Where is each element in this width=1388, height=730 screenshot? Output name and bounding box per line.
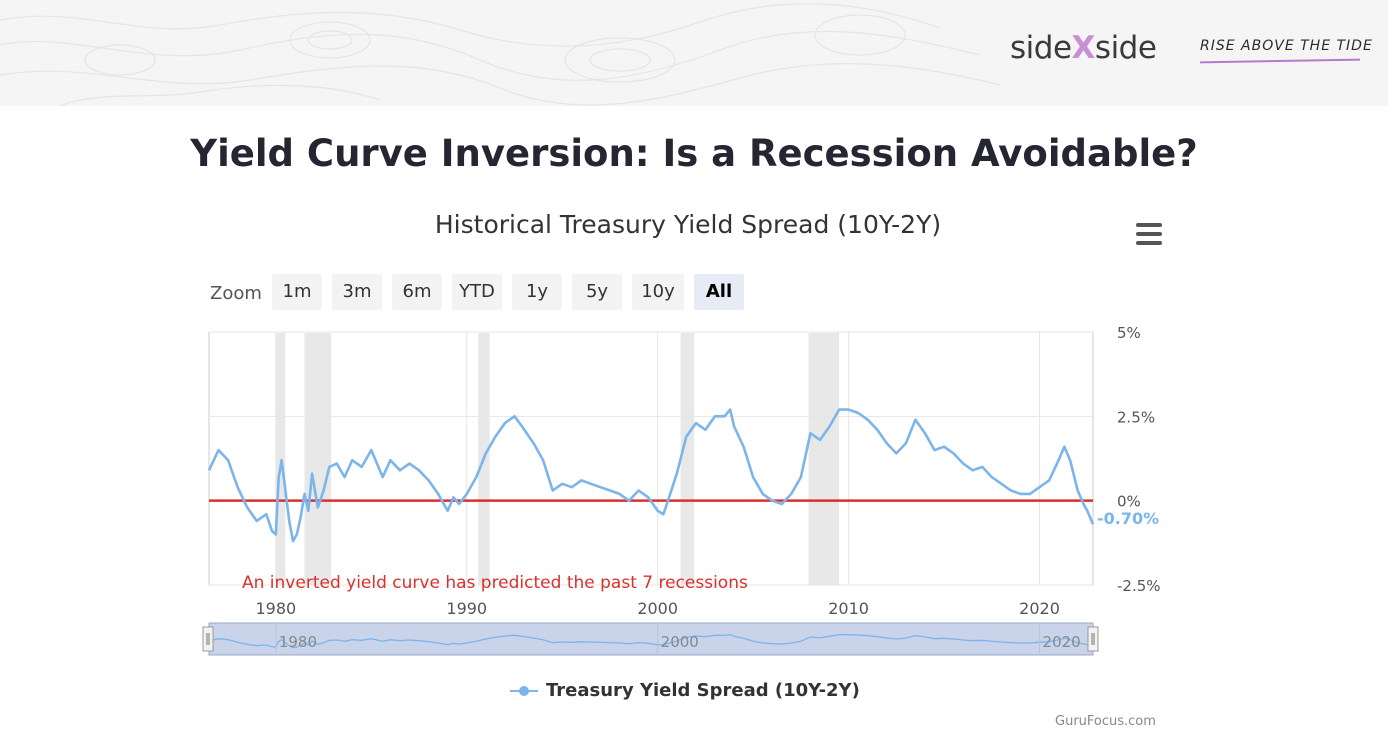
plot-frame <box>208 331 1094 586</box>
page-headline: Yield Curve Inversion: Is a Recession Av… <box>190 132 1198 175</box>
navigator-series-line <box>208 634 1094 649</box>
legend-series-marker <box>510 684 538 698</box>
zoom-label: Zoom <box>210 283 262 304</box>
navigator-tick-label: 2000 <box>661 633 699 651</box>
navigator-tick-label: 1980 <box>279 633 317 651</box>
y-tick-label: 2.5% <box>1117 408 1155 426</box>
x-tick-label: 2020 <box>1019 599 1060 618</box>
header-banner: sideXside RISE ABOVE THE TIDE <box>0 0 1388 106</box>
brand-right: side <box>1094 30 1157 66</box>
brand-left: side <box>1010 30 1072 66</box>
recession-band <box>808 333 840 585</box>
recession-band <box>680 333 694 585</box>
chart-title: Historical Treasury Yield Spread (10Y-2Y… <box>434 210 942 239</box>
chart-legend[interactable]: Treasury Yield Spread (10Y-2Y) <box>510 680 860 701</box>
menu-bar <box>1136 241 1162 245</box>
x-tick-label: 2000 <box>637 599 678 618</box>
chart-credit[interactable]: GuruFocus.com <box>1055 714 1156 729</box>
last-value-label: -0.70% <box>1097 509 1159 528</box>
topographic-pattern <box>0 3 1001 106</box>
brand-logo[interactable]: sideXside <box>1010 30 1157 66</box>
navigator-handle-right[interactable] <box>1087 626 1099 652</box>
zoom-button-6m[interactable]: 6m <box>392 274 442 310</box>
recession-band <box>304 333 332 585</box>
zoom-button-5y[interactable]: 5y <box>572 274 622 310</box>
x-tick-label: 1980 <box>255 599 296 618</box>
menu-bar <box>1136 232 1162 236</box>
legend-label: Treasury Yield Spread (10Y-2Y) <box>546 680 860 701</box>
zoom-button-1y[interactable]: 1y <box>512 274 562 310</box>
chart-menu-icon[interactable] <box>1136 223 1162 245</box>
series-line-yield-spread <box>207 408 1095 543</box>
navigator-tick-label: 2020 <box>1043 633 1081 651</box>
menu-bar <box>1136 223 1162 227</box>
brand-tagline: RISE ABOVE THE TIDE <box>1200 38 1373 54</box>
y-tick-label: 0% <box>1117 493 1141 511</box>
chart-annotation: An inverted yield curve has predicted th… <box>242 573 748 593</box>
zoom-button-3m[interactable]: 3m <box>332 274 382 310</box>
y-tick-label: -2.5% <box>1117 577 1161 595</box>
zoom-button-ytd[interactable]: YTD <box>452 274 502 310</box>
y-tick-label: 5% <box>1117 324 1141 342</box>
navigator[interactable]: 1980 2000 2020 <box>202 622 1099 656</box>
navigator-range[interactable] <box>208 622 1094 656</box>
zoom-button-10y[interactable]: 10y <box>632 274 684 310</box>
x-tick-label: 1990 <box>446 599 487 618</box>
brand-x: X <box>1071 30 1096 66</box>
zoom-button-all[interactable]: All <box>694 274 744 310</box>
zoom-button-1m[interactable]: 1m <box>272 274 322 310</box>
navigator-handle-left[interactable] <box>202 626 214 652</box>
x-tick-label: 2010 <box>828 599 869 618</box>
recession-band <box>275 333 286 585</box>
